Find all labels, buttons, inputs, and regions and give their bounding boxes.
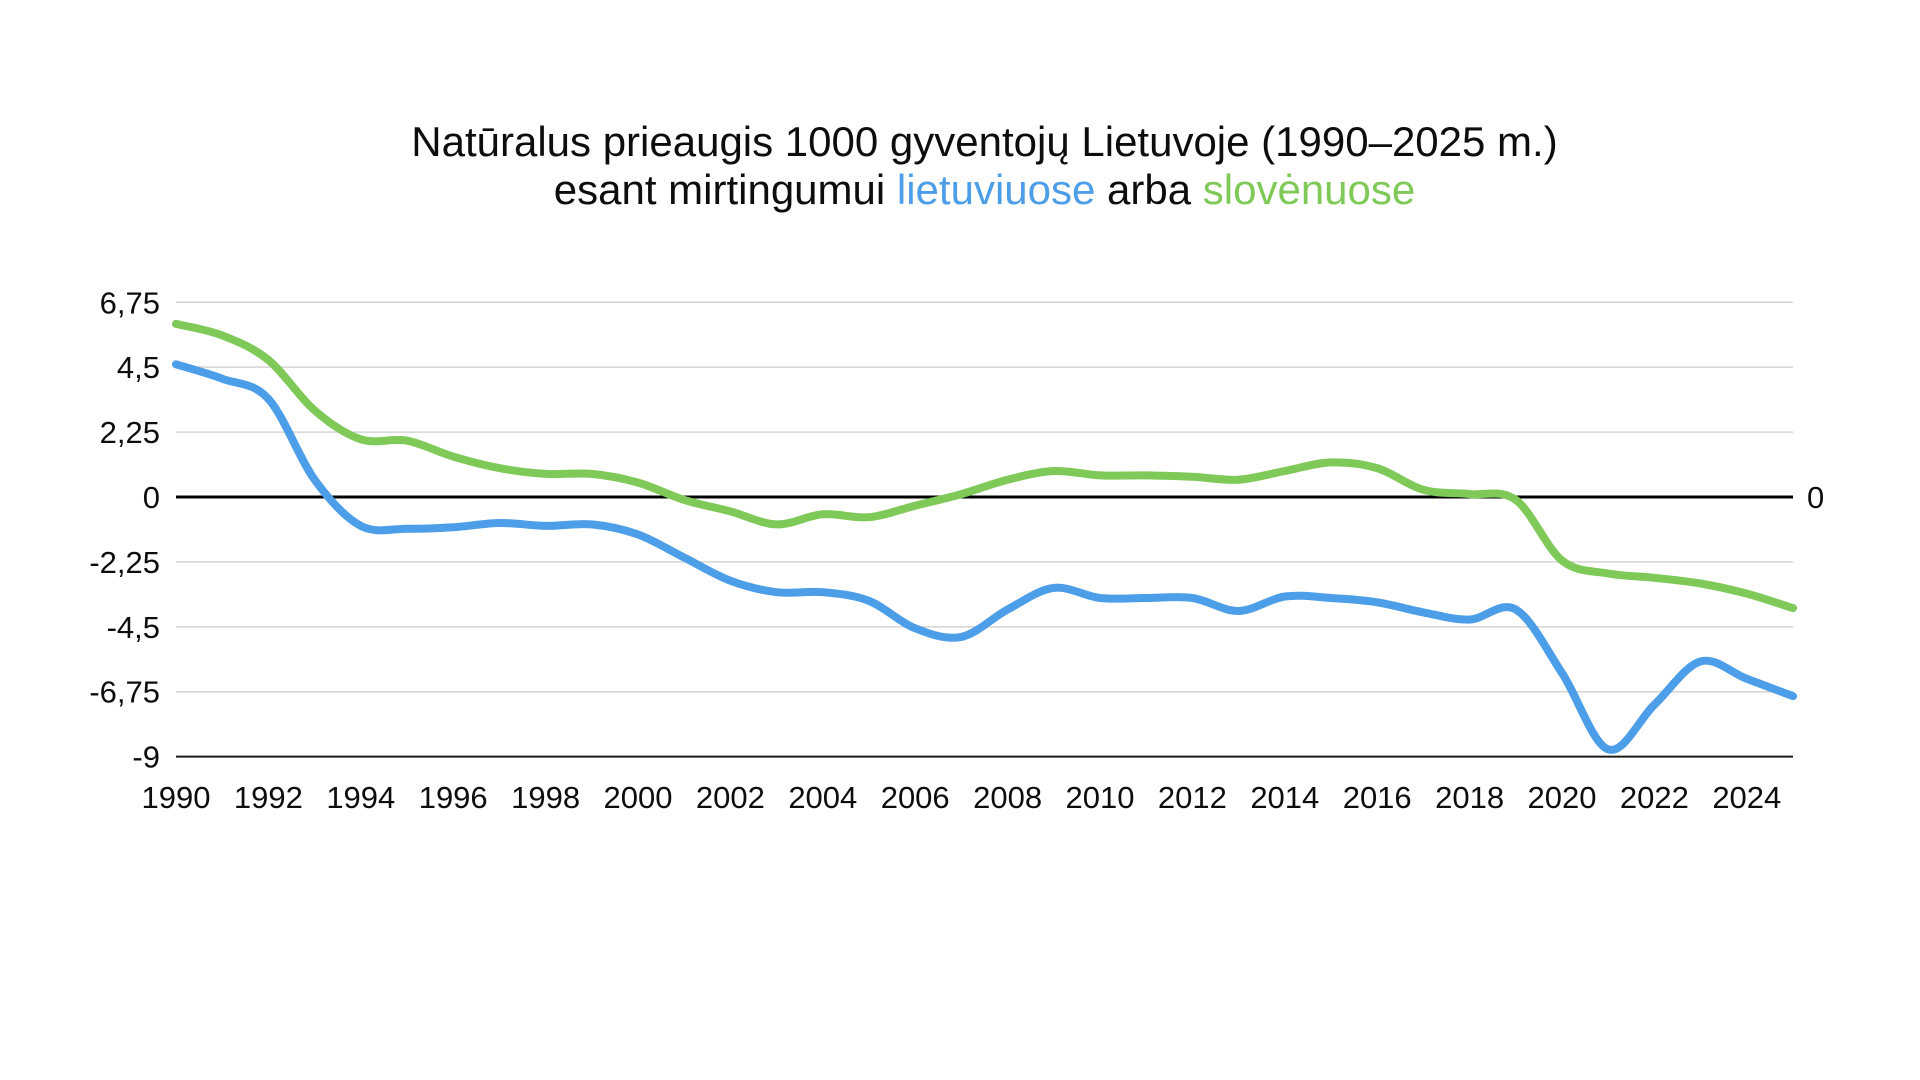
right-zero-label: 0 bbox=[1807, 480, 1824, 515]
x-axis-label: 2012 bbox=[1158, 780, 1227, 815]
title-series-label-lietuviuose: lietuviuose bbox=[896, 166, 1096, 213]
x-axis-label: 2014 bbox=[1250, 780, 1319, 815]
x-axis-label: 2010 bbox=[1066, 780, 1135, 815]
x-axis-label: 2004 bbox=[788, 780, 857, 815]
x-axis-label: 2000 bbox=[604, 780, 673, 815]
series-line-lietuviuose bbox=[172, 360, 1797, 754]
x-axis-label: 2006 bbox=[881, 780, 950, 815]
y-axis-label: -9 bbox=[132, 740, 160, 775]
x-axis-label: 1996 bbox=[419, 780, 488, 815]
y-axis-label: 6,75 bbox=[100, 285, 160, 320]
series-line-slovenuose bbox=[172, 319, 1797, 613]
x-axis-label: 2016 bbox=[1343, 780, 1412, 815]
x-axis-label: 2024 bbox=[1712, 780, 1781, 815]
chart-title: Natūralus prieaugis 1000 gyventojų Lietu… bbox=[176, 118, 1793, 214]
y-axis-label: 0 bbox=[143, 480, 160, 515]
y-axis-label: -6,75 bbox=[89, 675, 160, 710]
x-axis-label: 2022 bbox=[1620, 780, 1689, 815]
x-axis-label: 2020 bbox=[1528, 780, 1597, 815]
x-axis-label: 2008 bbox=[973, 780, 1042, 815]
title-series-label-slovenuose: slovėnuose bbox=[1202, 166, 1416, 213]
title-line2-mid: arba bbox=[1095, 166, 1203, 213]
y-axis-label: -4,5 bbox=[107, 610, 160, 645]
x-axis-label: 2002 bbox=[696, 780, 765, 815]
chart-title-line2: esant mirtingumui lietuviuose arba slovė… bbox=[176, 166, 1793, 214]
y-axis-label: 4,5 bbox=[117, 350, 160, 385]
y-axis-label: -2,25 bbox=[89, 545, 160, 580]
x-axis-label: 1990 bbox=[142, 780, 211, 815]
chart-title-line1: Natūralus prieaugis 1000 gyventojų Lietu… bbox=[411, 118, 1558, 165]
title-line2-prefix: esant mirtingumui bbox=[553, 166, 897, 213]
x-axis-label: 1992 bbox=[234, 780, 303, 815]
x-axis-label: 1994 bbox=[326, 780, 395, 815]
x-axis-label: 2018 bbox=[1435, 780, 1504, 815]
x-axis-label: 1998 bbox=[511, 780, 580, 815]
y-axis-label: 2,25 bbox=[100, 415, 160, 450]
